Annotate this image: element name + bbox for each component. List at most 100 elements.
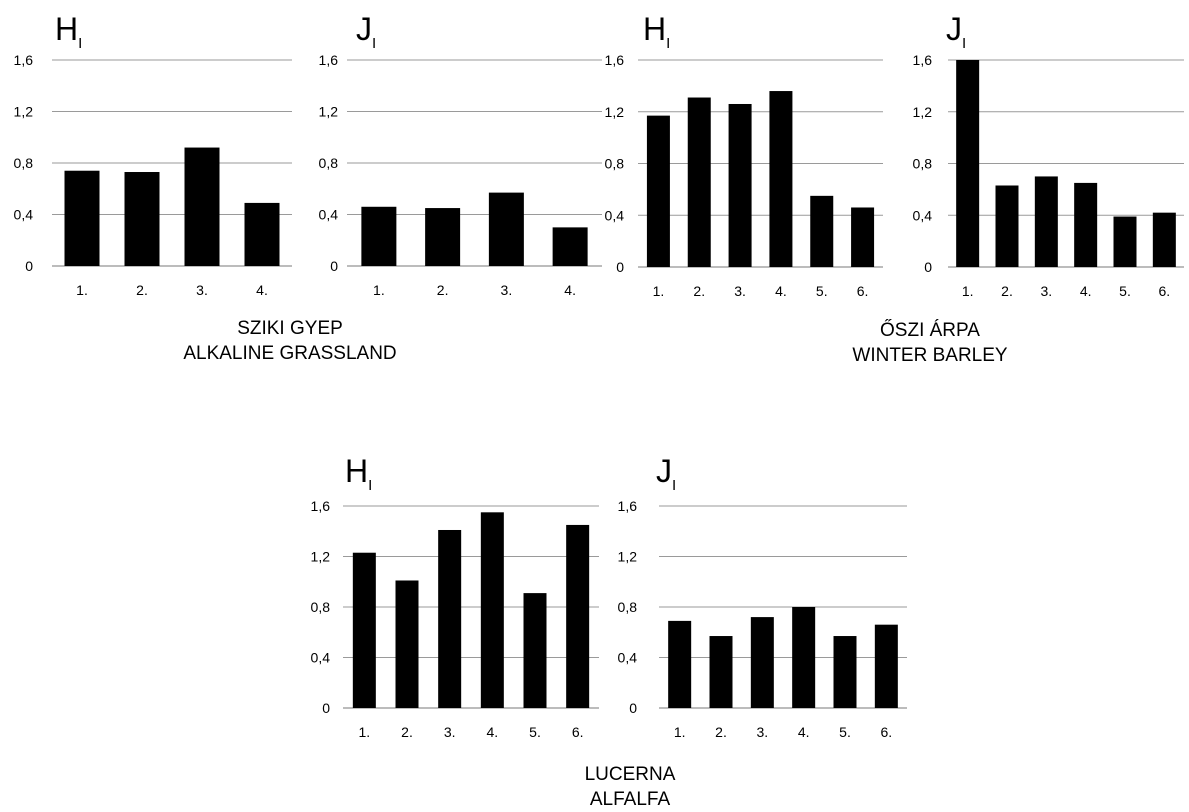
- x-tick-label: 2.: [715, 724, 727, 740]
- y-tick-label: 0,4: [618, 650, 638, 666]
- y-tick-label: 0,4: [913, 207, 933, 223]
- bar: [1152, 212, 1176, 267]
- x-tick-label: 1.: [653, 283, 665, 299]
- bar: [810, 195, 834, 267]
- y-tick-label: 1,2: [319, 104, 339, 120]
- bar: [244, 202, 280, 266]
- title-symbol: J: [946, 11, 962, 47]
- x-tick-label: 5.: [1119, 283, 1131, 299]
- x-tick-label: 6.: [880, 724, 892, 740]
- title-subscript: I: [368, 477, 372, 494]
- bar: [352, 552, 376, 708]
- title-subscript: I: [672, 477, 676, 494]
- y-tick-label: 0: [330, 258, 338, 274]
- y-tick-label: 0: [616, 259, 624, 275]
- bar: [425, 208, 461, 266]
- y-tick-label: 0: [629, 700, 637, 716]
- bar: [64, 170, 100, 266]
- chart-title: HI: [55, 11, 82, 52]
- y-tick-label: 1,6: [319, 52, 339, 68]
- bar: [709, 636, 733, 708]
- y-tick-label: 1,2: [618, 549, 638, 565]
- bar: [361, 206, 397, 266]
- y-tick-label: 0,4: [605, 207, 625, 223]
- x-tick-label: 5.: [529, 724, 541, 740]
- bar: [552, 227, 588, 266]
- bar: [833, 636, 857, 708]
- title-symbol: J: [356, 11, 372, 47]
- bar: [792, 607, 816, 708]
- y-tick-label: 0,8: [913, 156, 933, 172]
- bar: [851, 207, 875, 267]
- y-tick-label: 1,2: [913, 104, 933, 120]
- group-caption-alfalfa: LUCERNA ALFALFA: [470, 762, 790, 812]
- x-tick-label: 3.: [196, 282, 208, 298]
- y-tick-label: 1,2: [605, 104, 625, 120]
- bar: [395, 580, 419, 708]
- y-tick-label: 1,2: [311, 549, 331, 565]
- bar: [956, 60, 980, 267]
- title-subscript: I: [962, 35, 966, 52]
- caption-english: ALKALINE GRASSLAND: [183, 343, 397, 364]
- x-tick-label: 4.: [1080, 283, 1092, 299]
- chart-3: 0 0,4 0,8 1,2 1,6 1. 2. 3. 4. 5. 6. HI: [605, 11, 883, 299]
- bar: [438, 529, 462, 708]
- x-tick-label: 3.: [501, 282, 513, 298]
- bar: [668, 620, 692, 708]
- bar: [1113, 216, 1137, 267]
- x-tick-label: 1.: [76, 282, 88, 298]
- x-tick-label: 2.: [1001, 283, 1013, 299]
- group-caption-winter-barley: ŐSZI ÁRPA WINTER BARLEY: [770, 318, 1090, 368]
- y-tick-label: 0,4: [311, 650, 331, 666]
- title-symbol: H: [345, 453, 368, 489]
- y-tick-label: 1,6: [618, 498, 638, 514]
- chart-title: JI: [356, 11, 376, 52]
- x-tick-label: 4.: [256, 282, 268, 298]
- y-tick-label: 0,8: [319, 155, 339, 171]
- title-subscript: I: [372, 35, 376, 52]
- x-tick-label: 1.: [674, 724, 686, 740]
- bar: [646, 115, 670, 267]
- x-tick-label: 3.: [444, 724, 456, 740]
- y-tick-label: 1,6: [14, 52, 34, 68]
- x-tick-label: 3.: [756, 724, 768, 740]
- x-tick-label: 4.: [775, 283, 787, 299]
- title-symbol: J: [656, 453, 672, 489]
- title-subscript: I: [666, 35, 670, 52]
- y-tick-label: 0,8: [14, 155, 34, 171]
- y-tick-label: 0,8: [605, 156, 625, 172]
- x-tick-label: 1.: [358, 724, 370, 740]
- bar: [750, 617, 774, 708]
- y-tick-label: 1,6: [311, 498, 331, 514]
- y-tick-label: 0,4: [319, 207, 339, 223]
- x-tick-label: 4.: [486, 724, 498, 740]
- chart-6: 0 0,4 0,8 1,2 1,6 1. 2. 3. 4. 5. 6. JI: [618, 453, 907, 740]
- x-tick-label: 4.: [564, 282, 576, 298]
- bar: [687, 97, 711, 267]
- bar: [488, 192, 524, 266]
- bar: [566, 524, 590, 708]
- chart-2: 0 0,4 0,8 1,2 1,6 1. 2. 3. 4. JI: [319, 11, 602, 298]
- bar: [480, 512, 504, 708]
- x-tick-label: 2.: [693, 283, 705, 299]
- x-tick-label: 6.: [572, 724, 584, 740]
- bar: [769, 91, 793, 267]
- bar: [124, 172, 160, 266]
- x-tick-label: 2.: [136, 282, 148, 298]
- chart-5: 0 0,4 0,8 1,2 1,6 1. 2. 3. 4. 5. 6. HI: [311, 453, 599, 740]
- caption-hungarian: ŐSZI ÁRPA: [880, 320, 980, 341]
- y-tick-label: 1,6: [605, 52, 625, 68]
- chart-1: 0 0,4 0,8 1,2 1,6 1. 2. 3. 4. HI: [14, 11, 292, 298]
- y-tick-label: 1,6: [913, 52, 933, 68]
- x-tick-label: 6.: [857, 283, 869, 299]
- x-tick-label: 4.: [798, 724, 810, 740]
- x-tick-label: 5.: [839, 724, 851, 740]
- x-tick-label: 6.: [1158, 283, 1170, 299]
- caption-english: ALFALFA: [589, 789, 671, 810]
- x-tick-label: 2.: [437, 282, 449, 298]
- title-subscript: I: [78, 35, 82, 52]
- x-tick-label: 3.: [1040, 283, 1052, 299]
- group-caption-alkaline-grassland: SZIKI GYEP ALKALINE GRASSLAND: [130, 316, 450, 366]
- bar: [1034, 176, 1058, 267]
